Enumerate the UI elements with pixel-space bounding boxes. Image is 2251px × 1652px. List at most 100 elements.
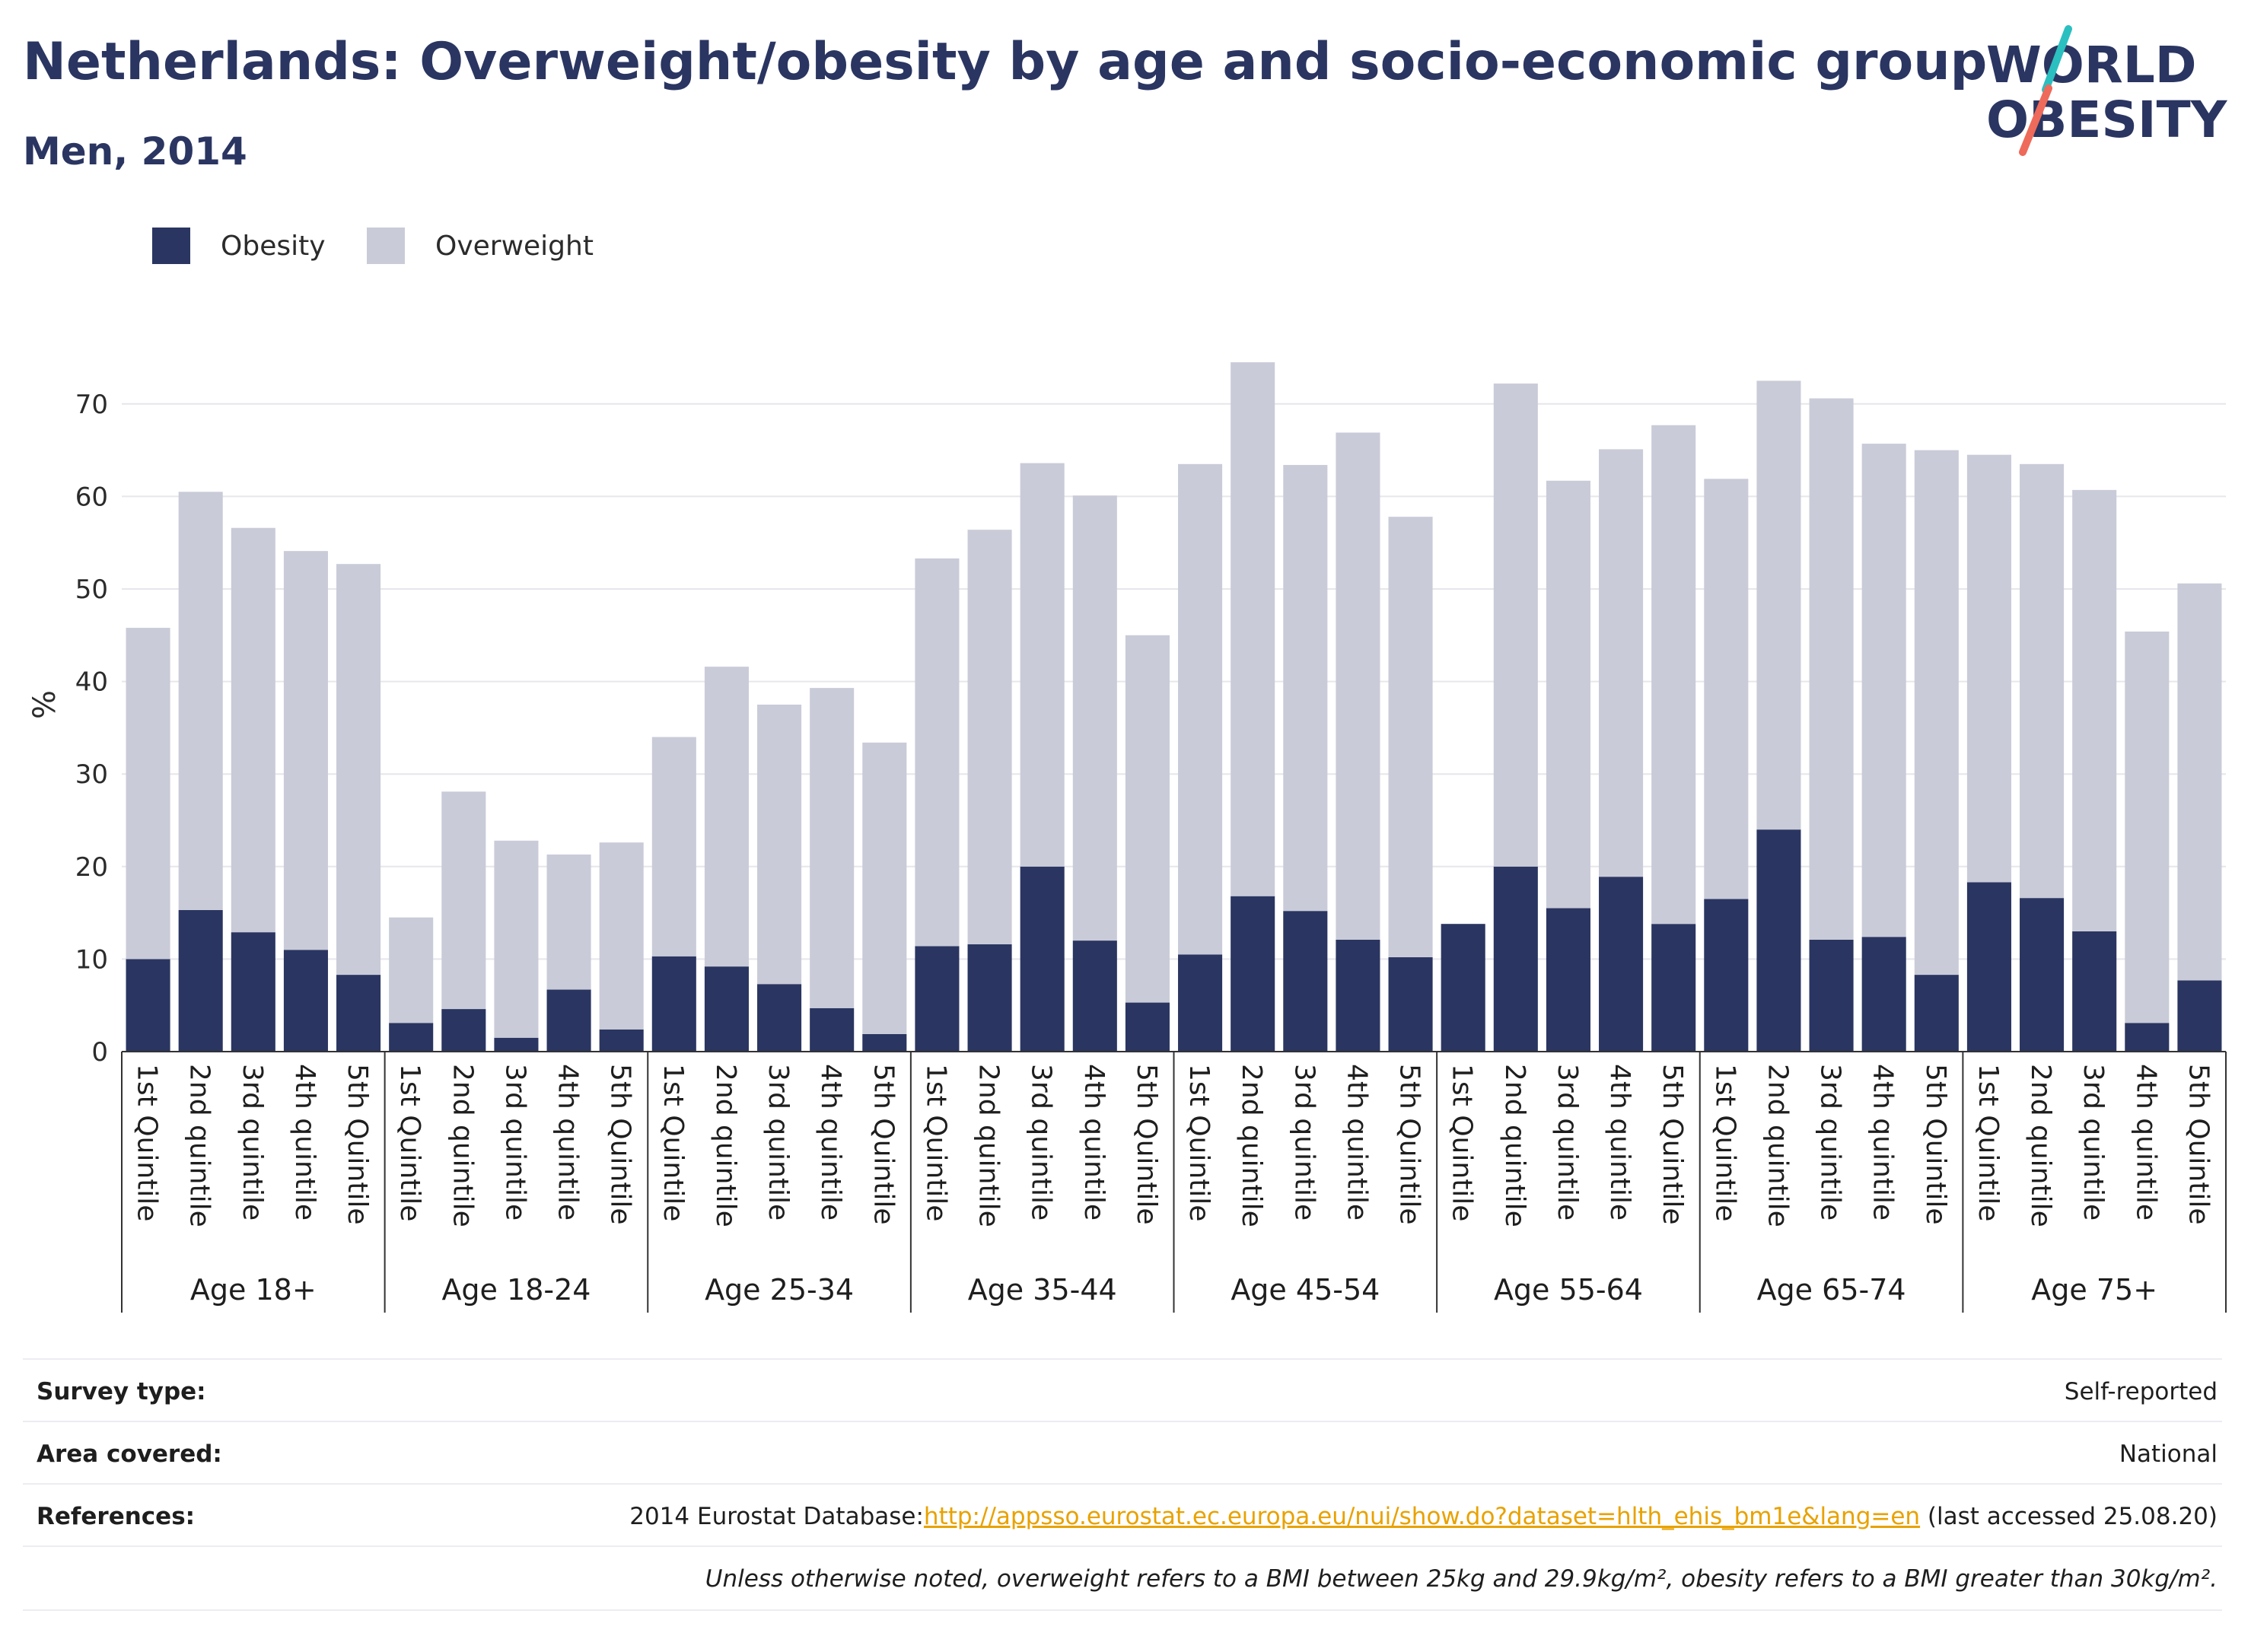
- bar-obesity-g2-c3: [810, 1007, 855, 1052]
- x-tick-label-g3-c3: 4th quintile: [1078, 1064, 1110, 1221]
- bar-overweight-g6-c1: [1756, 380, 1801, 830]
- legend-item-obesity: Obesity: [152, 227, 326, 265]
- bar-obesity-g5-c3: [1599, 877, 1644, 1052]
- legend-swatch-obesity: [152, 228, 190, 264]
- x-tick-label-g1-c0: 1st Quintile: [394, 1064, 425, 1221]
- area-covered-value: National: [2119, 1440, 2218, 1468]
- bar-overweight-g1-c2: [494, 840, 539, 1038]
- group-label-6: Age 65-74: [1757, 1273, 1906, 1307]
- chart-subtitle: Men, 2014: [23, 129, 247, 173]
- x-tick-label-g0-c0: 1st Quintile: [132, 1064, 163, 1221]
- stacked-bar-chart: 0 10 20 30 40 50 60 70% 1st Quintile 2nd quintile…: [27, 362, 2227, 1313]
- x-tick-label-g0-c3: 4th quintile: [289, 1064, 320, 1221]
- legend-label-overweight: Overweight: [435, 230, 594, 262]
- bar-obesity-g0-c1: [178, 909, 223, 1052]
- x-tick-label-g7-c2: 3rd quintile: [2077, 1064, 2109, 1221]
- bar-obesity-g2-c4: [862, 1033, 907, 1052]
- x-tick-label-g2-c3: 4th quintile: [815, 1064, 846, 1221]
- bar-overweight-g5-c2: [1546, 480, 1590, 909]
- y-tick-label-30: 30: [75, 759, 108, 790]
- x-tick-label-g1-c4: 5th Quintile: [605, 1064, 636, 1225]
- x-tick-label-g7-c4: 5th Quintile: [2183, 1064, 2214, 1225]
- bar-obesity-g0-c0: [126, 959, 170, 1052]
- bar-overweight-g7-c4: [2177, 583, 2222, 981]
- x-tick-label-g6-c2: 3rd quintile: [1815, 1064, 1846, 1221]
- x-tick-label-g6-c4: 5th Quintile: [1920, 1064, 1951, 1225]
- info-row-area-covered: Area covered: National: [23, 1421, 2222, 1485]
- bar-overweight-g4-c1: [1231, 362, 1275, 896]
- legend-label-obesity: Obesity: [221, 230, 326, 262]
- bar-overweight-g6-c0: [1704, 479, 1749, 899]
- bar-overweight-g3-c0: [915, 558, 960, 947]
- y-axis-label: %: [27, 690, 62, 719]
- survey-type-label: Survey type:: [37, 1378, 206, 1405]
- bar-obesity-g7-c4: [2177, 980, 2222, 1052]
- bar-obesity-g6-c1: [1756, 829, 1801, 1052]
- group-label-0: Age 18+: [190, 1273, 317, 1307]
- bar-obesity-g1-c3: [546, 989, 591, 1052]
- bar-obesity-g4-c1: [1231, 896, 1275, 1052]
- bar-overweight-g3-c3: [1072, 495, 1117, 941]
- y-tick-label-10: 10: [75, 944, 108, 975]
- bar-obesity-g7-c3: [2125, 1023, 2170, 1052]
- bar-obesity-g3-c3: [1072, 941, 1117, 1052]
- bar-obesity-g3-c1: [967, 944, 1012, 1052]
- bar-obesity-g5-c0: [1441, 924, 1485, 1052]
- x-tick-label-g0-c2: 3rd quintile: [237, 1064, 268, 1221]
- x-tick-label-g1-c1: 2nd quintile: [447, 1064, 478, 1227]
- bar-overweight-g0-c1: [178, 492, 223, 910]
- bar-obesity-g6-c4: [1914, 975, 1959, 1052]
- bar-obesity-g4-c2: [1283, 911, 1328, 1052]
- x-tick-label-g5-c2: 3rd quintile: [1552, 1064, 1583, 1221]
- bar-overweight-g7-c0: [1966, 454, 2011, 883]
- x-tick-label-g2-c1: 2nd quintile: [710, 1064, 741, 1227]
- bar-overweight-g7-c3: [2125, 631, 2170, 1023]
- bar-obesity-g2-c1: [704, 966, 749, 1052]
- area-covered-label: Area covered:: [37, 1440, 222, 1468]
- bar-overweight-g3-c2: [1020, 463, 1065, 867]
- group-label-5: Age 55-64: [1494, 1273, 1643, 1307]
- bar-overweight-g2-c4: [862, 742, 907, 1034]
- info-row-survey-type: Survey type: Self-reported: [23, 1358, 2222, 1422]
- legend-item-overweight: Overweight: [367, 227, 594, 265]
- x-tick-label-g5-c4: 5th Quintile: [1657, 1064, 1688, 1225]
- bar-obesity-g3-c4: [1125, 1002, 1170, 1052]
- x-tick-label-g4-c3: 4th quintile: [1341, 1064, 1372, 1221]
- bar-obesity-g6-c2: [1809, 939, 1854, 1052]
- x-tick-label-g4-c1: 2nd quintile: [1236, 1064, 1267, 1227]
- references-label: References:: [37, 1503, 196, 1530]
- bar-overweight-g1-c4: [599, 842, 644, 1030]
- x-tick-label-g4-c0: 1st Quintile: [1183, 1064, 1215, 1221]
- logo-line1: WORLD: [1986, 36, 2197, 94]
- x-tick-label-g5-c3: 4th quintile: [1604, 1064, 1635, 1221]
- x-tick-label-g3-c2: 3rd quintile: [1026, 1064, 1057, 1221]
- bar-obesity-g7-c2: [2072, 931, 2117, 1052]
- references-link[interactable]: http://appsso.eurostat.ec.europa.eu/nui/…: [923, 1503, 1921, 1530]
- x-tick-label-g2-c4: 5th Quintile: [868, 1064, 899, 1225]
- bar-overweight-g5-c4: [1651, 425, 1696, 925]
- x-tick-label-g3-c1: 2nd quintile: [973, 1064, 1005, 1227]
- group-label-2: Age 25-34: [705, 1273, 854, 1307]
- info-row-references: References: 2014 Eurostat Database:http:…: [23, 1483, 2222, 1547]
- bar-overweight-g3-c4: [1125, 635, 1170, 1003]
- bar-obesity-g1-c0: [389, 1023, 434, 1052]
- bar-overweight-g3-c1: [967, 530, 1012, 944]
- bar-obesity-g0-c3: [283, 950, 328, 1052]
- bar-obesity-g4-c0: [1178, 954, 1223, 1052]
- info-row-note: Unless otherwise noted, overweight refer…: [23, 1545, 2222, 1611]
- x-tick-label-g3-c0: 1st Quintile: [920, 1064, 951, 1221]
- x-tick-label-g4-c4: 5th Quintile: [1394, 1064, 1425, 1225]
- bar-overweight-g7-c1: [2020, 463, 2065, 899]
- bar-overweight-g1-c1: [441, 791, 486, 1010]
- y-tick-label-40: 40: [75, 667, 108, 698]
- x-tick-label-g6-c1: 2nd quintile: [1762, 1064, 1793, 1227]
- survey-type-value: Self-reported: [2064, 1378, 2218, 1405]
- bar-overweight-g4-c0: [1178, 463, 1223, 955]
- bar-obesity-g6-c0: [1704, 899, 1749, 1052]
- bar-overweight-g2-c2: [757, 705, 802, 985]
- x-tick-label-g2-c2: 3rd quintile: [763, 1064, 794, 1221]
- bar-obesity-g3-c0: [915, 946, 960, 1052]
- y-tick-label-0: 0: [91, 1037, 108, 1068]
- bar-overweight-g2-c1: [704, 667, 749, 967]
- x-tick-label-g0-c4: 5th Quintile: [342, 1064, 373, 1225]
